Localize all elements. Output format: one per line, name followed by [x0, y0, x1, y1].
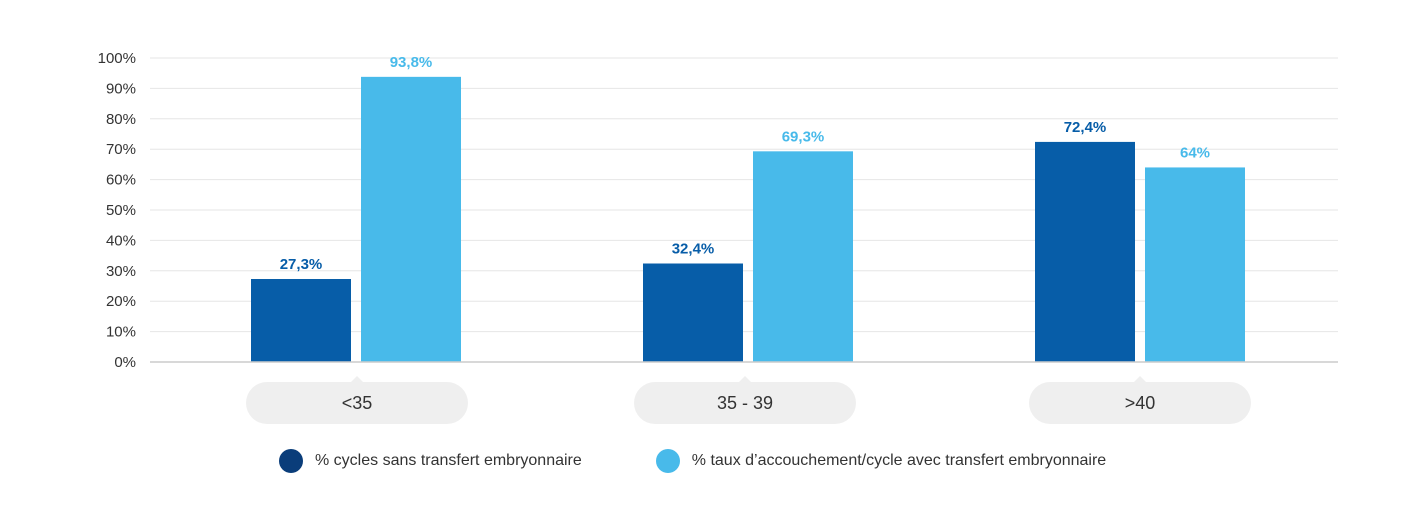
category-label-text: 35 - 39: [716, 392, 774, 413]
y-tick-label: 0%: [114, 354, 136, 371]
legend-label-series2: % taux d’accouchement/cycle avec transfe…: [691, 452, 1107, 469]
category-label-35-39: 35 - 39: [634, 376, 856, 424]
category-label-text: <35: [341, 392, 373, 413]
y-tick-label: 50%: [106, 202, 136, 219]
bar-series1-1: [643, 263, 743, 362]
bar-series1-2: [1035, 141, 1135, 362]
category-label-under-35: <35: [246, 376, 468, 424]
legend-swatch-series2: [655, 449, 680, 473]
y-tick-label: 90%: [106, 80, 136, 97]
category-pointer: [738, 376, 752, 383]
bar-series1-0: [251, 279, 351, 362]
bar-series2-1: [753, 151, 853, 362]
bar-series2-2: [1145, 167, 1245, 362]
data-label-series1-2: 72,4%: [1064, 119, 1107, 136]
y-tick-label: 40%: [106, 232, 136, 249]
y-tick-label: 30%: [106, 263, 136, 280]
y-axis-ticks: 0% 10% 20% 30% 40% 50% 60% 70% 80% 90% 100%: [98, 50, 136, 371]
data-labels: 27,3% 32,4% 72,4% 93,8% 69,3% 64%: [280, 54, 1210, 273]
category-label-text: >40: [1124, 392, 1156, 413]
y-tick-label: 20%: [106, 293, 136, 310]
y-tick-label: 70%: [106, 141, 136, 158]
category-pointer: [1133, 376, 1147, 383]
y-tick-label: 10%: [106, 324, 136, 341]
data-label-series1-1: 32,4%: [672, 241, 715, 258]
data-label-series1-0: 27,3%: [280, 256, 323, 273]
bars: [251, 76, 1245, 363]
y-tick-label: 100%: [98, 50, 136, 67]
data-label-series2-2: 64%: [1180, 144, 1210, 161]
y-tick-label: 80%: [106, 111, 136, 128]
y-tick-label: 60%: [106, 172, 136, 189]
data-label-series2-0: 93,8%: [390, 54, 433, 71]
category-label-over-40: >40: [1029, 376, 1251, 424]
bar-series2-0: [361, 76, 461, 363]
legend-item-series2: % taux d’accouchement/cycle avec transfe…: [655, 449, 1107, 473]
legend-label-series1: % cycles sans transfert embryonnaire: [315, 452, 582, 469]
legend: % cycles sans transfert embryonnaire % t…: [279, 449, 1106, 473]
legend-item-series1: % cycles sans transfert embryonnaire: [279, 449, 582, 473]
data-label-series2-1: 69,3%: [782, 128, 825, 145]
legend-swatch-series1: [279, 449, 303, 473]
category-pointer: [350, 376, 364, 383]
